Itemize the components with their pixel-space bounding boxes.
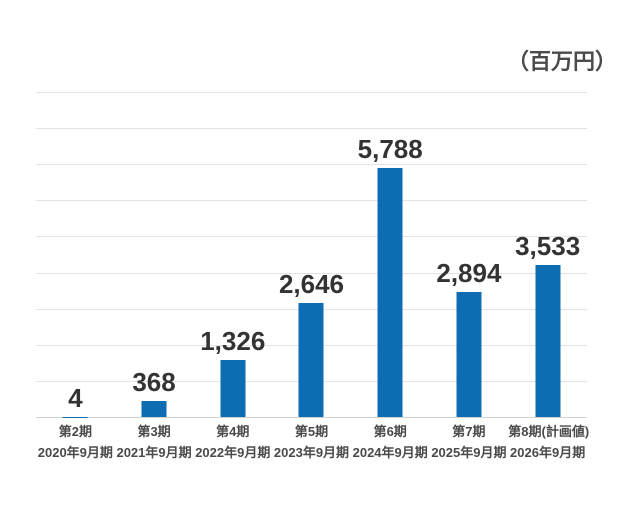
x-axis-period-label: 第8期(計画値) (508, 424, 590, 439)
bar (535, 264, 561, 417)
x-axis-period-label: 第3期 (137, 424, 171, 439)
value-label: 5,788 (357, 133, 423, 164)
bar-column: 2,894 (430, 92, 509, 417)
gridline (36, 164, 587, 166)
bar (456, 292, 482, 417)
gridline (36, 200, 587, 202)
x-axis-line (36, 417, 587, 418)
x-axis-period-label: 第7期 (452, 424, 486, 439)
x-axis-period-row: 第2期 第3期 第4期 第5期 第6期 第7期 第8期(計画値) (36, 424, 590, 440)
x-axis-period-label: 第2期 (58, 424, 92, 439)
bar (220, 359, 246, 417)
x-axis-period-label: 第6期 (373, 424, 407, 439)
value-label: 4 (68, 382, 83, 413)
plot-area: 4 368 1,326 2,646 5,788 2,894 3,533 (36, 92, 587, 418)
gridline (36, 272, 587, 274)
x-axis-year-label: 2021年9月期 (116, 445, 192, 460)
x-axis-year-row: 2020年9月期 2021年9月期 2022年9月期 2023年9月期 2024年9月期… (36, 445, 587, 461)
value-label: 2,646 (278, 269, 345, 300)
bar-column: 2,646 (272, 92, 351, 417)
bar (377, 167, 403, 417)
x-axis-year-label: 2020年9月期 (37, 445, 113, 460)
value-label: 368 (132, 367, 176, 398)
bar-column: 4 (36, 92, 115, 417)
bar-column: 368 (115, 92, 194, 417)
value-label: 1,326 (200, 325, 266, 356)
bar (141, 401, 167, 417)
x-axis-year-label: 2026年9月期 (510, 445, 586, 460)
x-axis-year-label: 2023年9月期 (273, 445, 350, 460)
x-axis-year-label: 2025年9月期 (431, 445, 507, 460)
bar-column: 3,533 (508, 92, 587, 417)
gridline (36, 128, 587, 130)
x-axis-year-label: 2022年9月期 (195, 445, 271, 460)
gridline (36, 236, 587, 238)
unit-label: （百万円） (506, 49, 617, 74)
bar-column: 5,788 (351, 92, 430, 417)
bar (298, 303, 324, 417)
value-label: 2,894 (436, 258, 502, 289)
value-label: 3,533 (515, 230, 581, 261)
bar-column: 1,326 (193, 92, 272, 417)
x-axis-period-label: 第4期 (216, 424, 250, 439)
x-axis-period-label: 第5期 (294, 424, 329, 439)
gridline (36, 92, 587, 93)
x-axis-year-label: 2024年9月期 (352, 445, 428, 460)
